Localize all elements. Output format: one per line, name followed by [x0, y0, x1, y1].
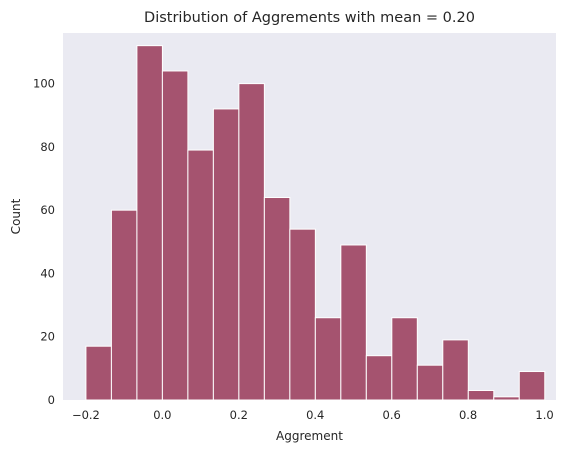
x-tick-label: 0.2 — [230, 408, 248, 422]
chart-title: Distribution of Aggrements with mean = 0… — [144, 10, 475, 26]
histogram-bar — [263, 197, 291, 401]
histogram-bar — [187, 149, 214, 401]
y-tick-label: 40 — [40, 266, 55, 280]
histogram-bar — [314, 317, 342, 401]
x-tick-label: −0.2 — [72, 408, 100, 422]
x-tick-label: 0.4 — [306, 408, 324, 422]
histogram-bar — [340, 244, 367, 401]
y-tick-label: 80 — [40, 140, 55, 154]
histogram-bar — [518, 371, 546, 401]
y-tick-label: 60 — [40, 203, 55, 217]
y-tick-label: 0 — [48, 393, 55, 407]
histogram-bar — [212, 108, 240, 401]
x-tick-label: 0.0 — [153, 408, 171, 422]
histogram-bar — [416, 364, 444, 401]
histogram-bar — [467, 390, 495, 401]
x-tick-label: 0.8 — [459, 408, 477, 422]
histogram-bar — [442, 339, 469, 401]
histogram-bar — [110, 209, 138, 401]
histogram-bar — [493, 396, 520, 401]
histogram-bar — [289, 228, 316, 401]
histogram-bar — [85, 345, 112, 401]
histogram-bar — [136, 45, 163, 401]
histogram-bar — [161, 70, 189, 401]
histogram-bar — [365, 355, 393, 401]
y-axis-ticks: 0 20 40 60 80 100 — [33, 77, 55, 407]
y-tick-label: 20 — [40, 330, 55, 344]
histogram-bar — [391, 317, 418, 401]
bars-group — [85, 45, 546, 401]
x-tick-label: 1.0 — [535, 408, 553, 422]
x-tick-label: 0.6 — [383, 408, 401, 422]
y-tick-label: 100 — [33, 77, 55, 91]
x-axis-ticks: −0.2 0.0 0.2 0.4 0.6 0.8 1.0 — [72, 408, 554, 422]
x-axis-label: Aggrement — [276, 429, 343, 443]
histogram-bar — [238, 83, 265, 401]
y-axis-label: Count — [9, 198, 23, 234]
